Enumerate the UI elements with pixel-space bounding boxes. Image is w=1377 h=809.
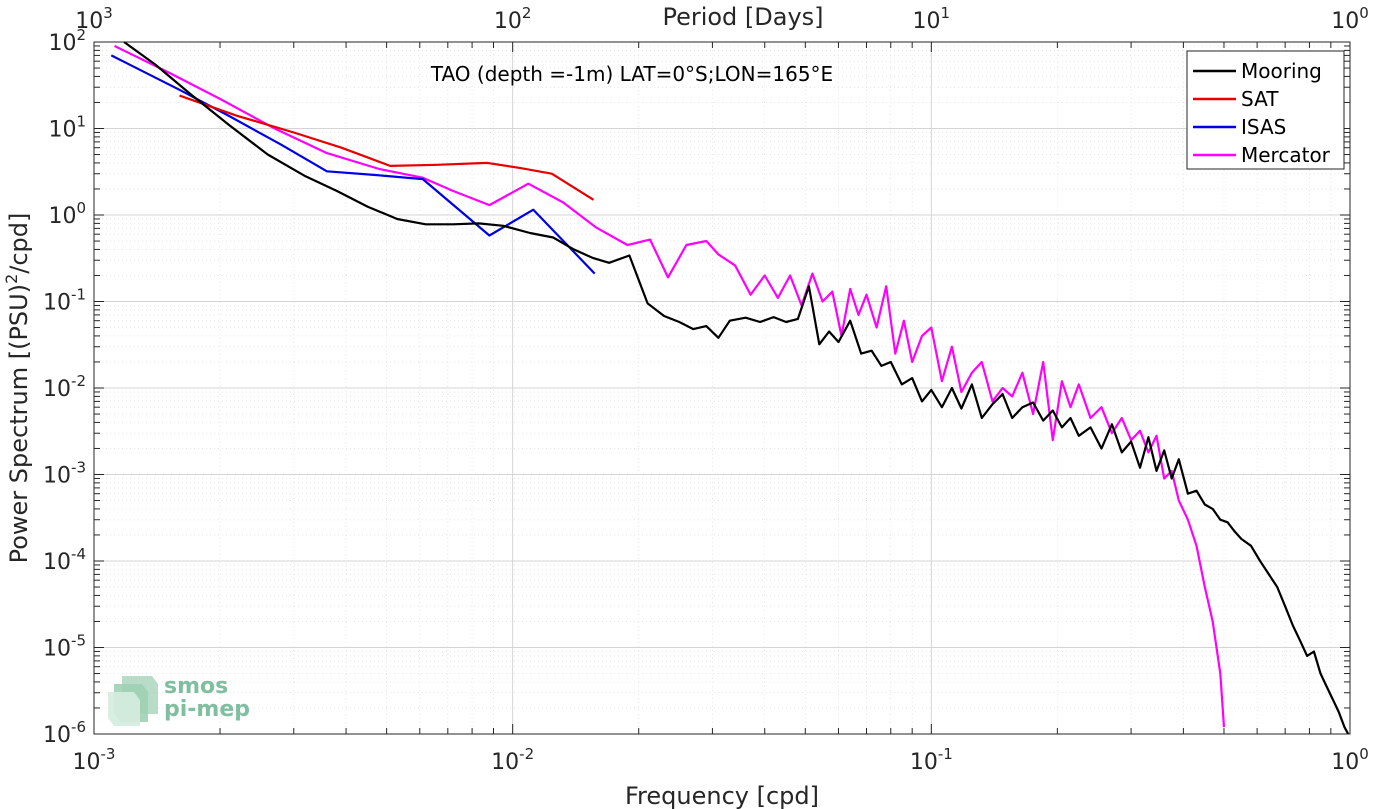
top-x-tick-label-base: 10 [1331,9,1359,34]
y-tick-label: 10-6 [43,718,86,748]
series-line-sat [179,94,595,201]
x-axis-title: Frequency [cpd] [625,782,819,809]
logo-line-pi-mep: pi-mep [164,697,250,722]
y-tick-label-base: 10 [43,464,71,489]
x-tick-label-base: 10 [1331,750,1359,775]
y-tick-label-base: 10 [43,377,71,402]
y-tick-label: 10-3 [43,459,86,489]
top-x-tick-label-exponent: 1 [941,4,951,22]
y-axis-title: Power Spectrum [(PSU)2/cpd] [2,213,33,564]
y-tick-label: 10-4 [43,545,86,575]
y-tick-label: 102 [48,26,86,56]
series-line-mercator [114,45,1226,728]
y-tick-label: 10-2 [43,372,86,402]
top-x-tick-label: 103 [75,4,113,34]
y-tick-label-exponent: -3 [71,459,86,477]
y-axis-title-main: Power Spectrum [(PSU) [5,284,33,563]
y-tick-label-base: 10 [43,550,71,575]
top-x-tick-label-base: 10 [494,9,522,34]
logo-emblem [108,676,158,726]
x-tick-label: 10-3 [73,745,116,775]
legend-label-isas: ISAS [1241,115,1286,139]
legend-label-mooring: Mooring [1241,59,1322,83]
x-tick-label-exponent: -2 [519,745,534,763]
minor-grid [94,42,1350,734]
top-x-tick-label: 101 [913,4,951,34]
y-tick-label-exponent: -2 [71,372,86,390]
x-tick-label: 100 [1331,745,1369,775]
y-tick-label-exponent: 0 [76,199,86,217]
y-tick-label: 10-5 [43,632,86,662]
legend-label-sat: SAT [1241,87,1279,111]
y-tick-label: 100 [48,199,86,229]
y-tick-label: 101 [48,113,86,143]
y-tick-label-exponent: -4 [71,545,86,563]
plot-annotation: TAO (depth =-1m) LAT=0°S;LON=165°E [430,62,833,86]
y-tick-label-exponent: 1 [76,113,86,131]
series-layer [110,41,1350,735]
y-tick-label-exponent: 2 [76,26,86,44]
top-x-tick-label-exponent: 2 [522,4,532,22]
top-x-tick-label-exponent: 0 [1359,4,1369,22]
y-tick-label: 10-1 [43,286,86,316]
legend: Mooring SAT ISAS Mercator [1186,50,1345,170]
y-axis-title-superscript: 2 [2,274,21,284]
y-tick-label-base: 10 [48,204,76,229]
y-tick-label-base: 10 [43,637,71,662]
y-axis-title-tail: /cpd] [5,213,33,274]
x-tick-label-base: 10 [910,750,938,775]
y-tick-label-exponent: -5 [71,632,86,650]
legend-label-mercator: Mercator [1241,143,1331,167]
series-line-mooring [123,41,1350,735]
series-line-isas [110,54,596,275]
x-tick-label-base: 10 [491,750,519,775]
top-x-tick-label-base: 10 [75,9,103,34]
y-tick-label-base: 10 [43,291,71,316]
top-x-axis-title: Period [Days] [662,3,823,31]
logo-line-smos: smos [164,674,228,699]
y-tick-label-exponent: -1 [71,286,86,304]
x-tick-label-exponent: -3 [101,745,116,763]
top-x-tick-label: 102 [494,4,532,34]
x-tick-label-exponent: -1 [938,745,953,763]
x-tick-label: 10-2 [491,745,534,775]
y-tick-label-base: 10 [48,31,76,56]
y-tick-label-base: 10 [48,118,76,143]
y-tick-label-exponent: -6 [71,718,86,736]
tick-marks [93,41,1351,735]
smos-pi-mep-logo: smos pi-mep [108,674,250,726]
x-tick-label-base: 10 [73,750,101,775]
top-x-tick-label: 100 [1331,4,1369,34]
x-tick-label: 10-1 [910,745,953,775]
top-x-tick-label-base: 10 [913,9,941,34]
top-x-tick-label-exponent: 3 [103,4,113,22]
x-tick-label-exponent: 0 [1359,745,1369,763]
y-tick-label-base: 10 [43,723,71,748]
